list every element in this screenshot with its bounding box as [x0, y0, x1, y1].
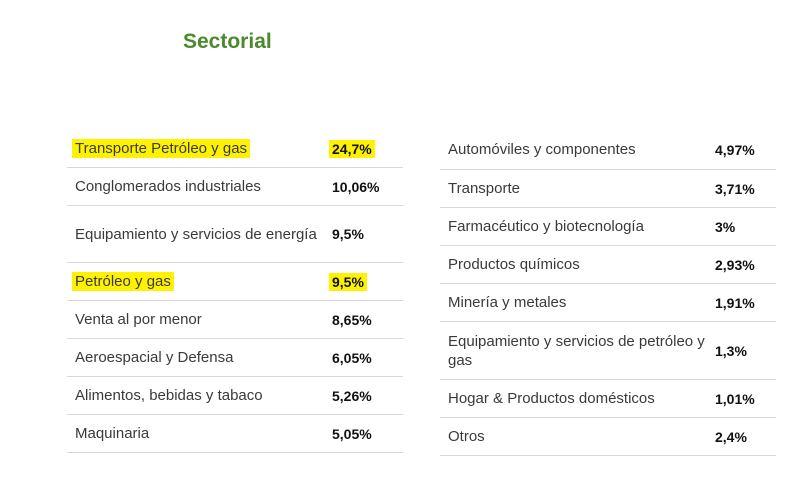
sector-value: 1,3% — [715, 342, 747, 359]
sector-value: 9,5% — [332, 226, 364, 242]
table-row: Maquinaria 5,05% — [67, 415, 403, 453]
table-row: Conglomerados industriales 10,06% — [67, 168, 403, 206]
sector-value: 3% — [715, 218, 736, 235]
sector-table-right: Automóviles y componentes 4,97% Transpor… — [440, 130, 776, 456]
table-row: Productos químicos 2,93% — [440, 246, 776, 284]
sector-label: Conglomerados industriales — [75, 178, 261, 195]
sector-label: Automóviles y componentes — [448, 141, 636, 158]
table-row: Petróleo y gas 9,5% — [67, 263, 403, 301]
sector-value: 5,26% — [332, 387, 372, 404]
table-row: Alimentos, bebidas y tabaco 5,26% — [67, 377, 403, 415]
sector-table-left: Transporte Petróleo y gas 24,7% Conglome… — [67, 130, 403, 453]
sector-label: Equipamiento y servicios de petróleo y g… — [448, 332, 705, 369]
table-row: Transporte Petróleo y gas 24,7% — [67, 130, 403, 168]
sector-label: Minería y metales — [448, 294, 567, 311]
sector-label: Petróleo y gas — [67, 272, 332, 291]
table-row: Farmacéutico y biotecnología 3% — [440, 208, 776, 246]
sector-label: Transporte Petróleo y gas — [67, 139, 332, 158]
sector-label: Venta al por menor — [75, 311, 202, 328]
table-row: Equipamiento y servicios de petróleo y g… — [440, 322, 776, 380]
sector-value: 2,93% — [715, 256, 755, 273]
table-row: Equipamiento y servicios de energía 9,5% — [67, 206, 403, 263]
table-row: Minería y metales 1,91% — [440, 284, 776, 322]
sector-value: 4,97% — [715, 141, 755, 158]
sector-value: 9,5% — [329, 272, 403, 291]
sector-label: Otros — [448, 428, 485, 445]
sector-value: 5,05% — [332, 425, 372, 442]
table-row: Automóviles y componentes 4,97% — [440, 130, 776, 170]
sector-value: 1,01% — [715, 390, 755, 407]
table-row: Hogar & Productos domésticos 1,01% — [440, 380, 776, 418]
sector-label: Transporte — [448, 180, 520, 197]
table-row: Transporte 3,71% — [440, 170, 776, 208]
sector-value: 1,91% — [715, 294, 755, 311]
sector-label: Hogar & Productos domésticos — [448, 390, 655, 407]
sector-value: 8,65% — [332, 311, 372, 328]
sector-value: 6,05% — [332, 349, 372, 366]
table-row: Aeroespacial y Defensa 6,05% — [67, 339, 403, 377]
sector-label: Equipamiento y servicios de energía — [75, 225, 317, 243]
sector-value: 10,06% — [332, 178, 380, 195]
sector-label: Maquinaria — [75, 425, 150, 442]
sector-value: 24,7% — [329, 139, 403, 158]
sector-label: Alimentos, bebidas y tabaco — [75, 387, 263, 404]
sector-label: Productos químicos — [448, 256, 580, 273]
table-row: Otros 2,4% — [440, 418, 776, 456]
sector-value: 2,4% — [715, 428, 747, 445]
page-title: Sectorial — [183, 30, 272, 53]
sector-label: Aeroespacial y Defensa — [75, 349, 234, 366]
sector-value: 3,71% — [715, 180, 755, 197]
table-row: Venta al por menor 8,65% — [67, 301, 403, 339]
sector-label: Farmacéutico y biotecnología — [448, 218, 644, 235]
